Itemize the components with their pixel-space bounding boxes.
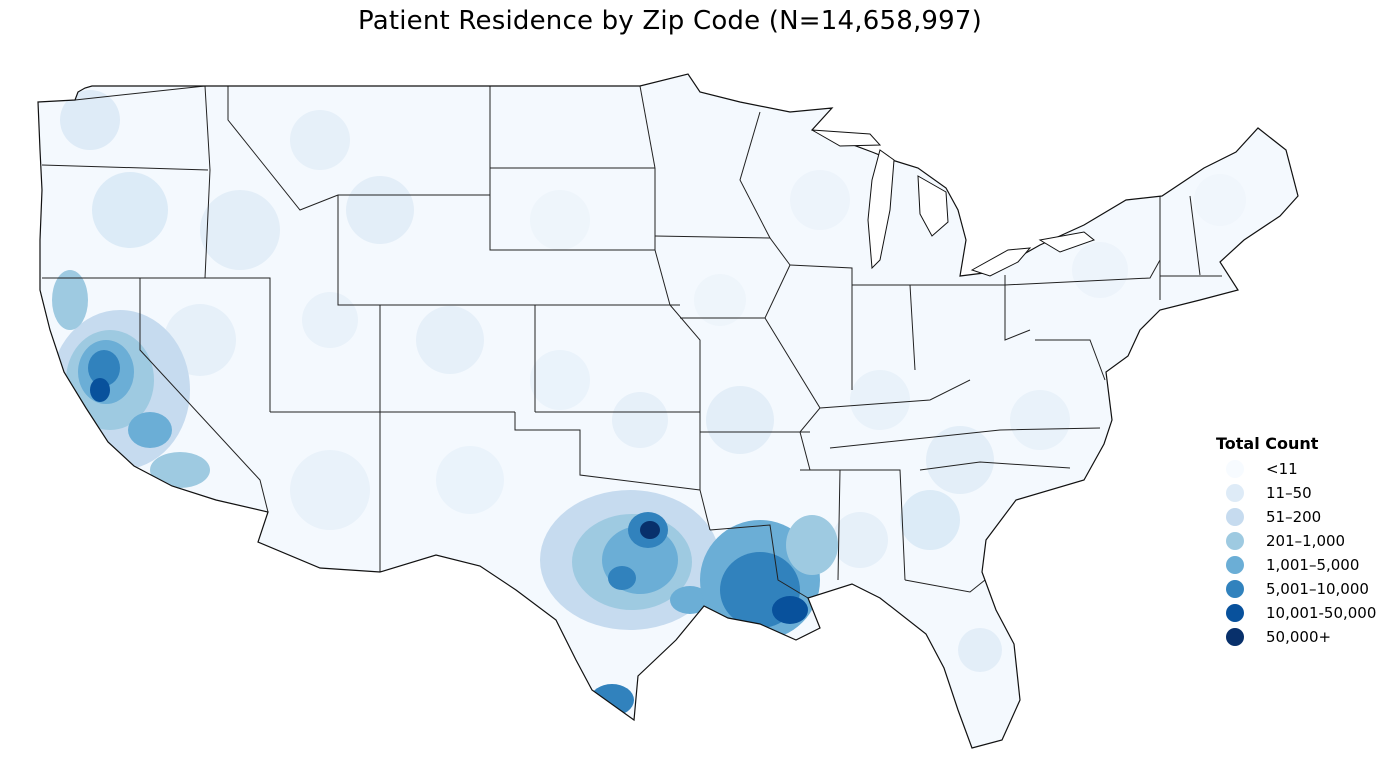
legend-label: 201–1,000 [1266,532,1346,550]
state-borders [41,85,1222,599]
legend-title: Total Count [1216,434,1319,453]
legend-label: 51–200 [1266,508,1322,526]
legend: Total Count <11 11–50 51–200 201–1,000 1,001… [1216,434,1396,649]
legend-swatch [1226,556,1244,574]
map-title: Patient Residence by Zip Code (N=14,658,… [358,6,982,36]
legend-label: 11–50 [1266,484,1312,502]
legend-item: 201–1,000 [1216,529,1396,553]
legend-swatch [1226,604,1244,622]
legend-swatch [1226,484,1244,502]
legend-swatch [1226,628,1244,646]
great-lakes [811,129,1096,277]
legend-item: 10,001-50,000 [1216,601,1396,625]
choropleth-fill [40,80,1298,748]
legend-label: <11 [1266,460,1298,478]
legend-label: 5,001–10,000 [1266,580,1369,598]
legend-item: 11–50 [1216,481,1396,505]
legend-swatch [1226,532,1244,550]
legend-items: <11 11–50 51–200 201–1,000 1,001–5,000 5,001–… [1216,457,1396,649]
legend-item: 51–200 [1216,505,1396,529]
legend-swatch [1226,460,1244,478]
legend-item: 50,000+ [1216,625,1396,649]
legend-item: <11 [1216,457,1396,481]
legend-label: 1,001–5,000 [1266,556,1360,574]
legend-swatch [1226,580,1244,598]
legend-label: 10,001-50,000 [1266,604,1377,622]
legend-swatch [1226,508,1244,526]
legend-item: 1,001–5,000 [1216,553,1396,577]
legend-label: 50,000+ [1266,628,1332,646]
legend-item: 5,001–10,000 [1216,577,1396,601]
